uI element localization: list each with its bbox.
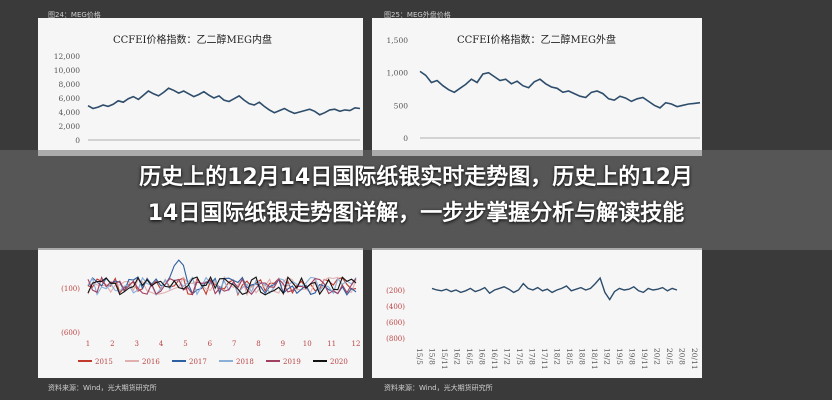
- x-tick-label: 16/2: [453, 348, 462, 365]
- series-line: [87, 275, 357, 296]
- x-tick-label: 19/11: [640, 348, 649, 370]
- x-tick-label: 8: [256, 340, 260, 348]
- x-tick-label: 6: [208, 340, 213, 348]
- legend-label: 2017: [189, 358, 207, 366]
- y-tick-label: 10,000: [54, 66, 80, 75]
- x-tick-label: 15/11: [440, 348, 449, 370]
- x-tick-label: 3: [134, 340, 138, 348]
- chart-panel-seasonal: (100) (600) 1 2 3 4 5 6 7 8 9 10 11 12 2015 2016 2017 2…: [38, 248, 363, 378]
- x-tick-label: 19/5: [615, 348, 624, 365]
- x-tick-label: 17/11: [540, 348, 549, 370]
- x-tick-label: 18/11: [590, 348, 599, 370]
- y-tick-label: 2,000: [59, 122, 81, 131]
- chart-title: CCFEI价格指数：乙二醇MEG内盘: [113, 33, 272, 46]
- x-tick-label: 18/8: [578, 348, 587, 365]
- x-tick-label: 20/11: [690, 348, 699, 370]
- y-tick-label: 0: [75, 136, 80, 145]
- chart-seasonal-svg: (100)(600) 1 2 3 4 5 6 7 8 9 10 11 12 2015 2016 2017 2…: [61, 259, 361, 366]
- chart-meg-external-svg: CCFEI价格指数：乙二醇MEG外盘 1,500 1,000 500 0: [387, 33, 701, 143]
- chart-spread-svg: (200)(400)(600)(800) 15/5 15/8 15/11 16/2 16…: [386, 276, 699, 370]
- x-tick-label: 7: [232, 340, 236, 348]
- chart-panel-meg-domestic: CCFEI价格指数：乙二醇MEG内盘 12,000 10,000 8,000 6,00…: [38, 18, 363, 156]
- headline-line-2: 14日国际纸银走势图详解，一步步掌握分析与解读技能: [147, 201, 685, 226]
- y-tick-label: 8,000: [59, 80, 81, 89]
- series-line-meg-external: [419, 70, 701, 109]
- x-tick-label: 18/5: [565, 348, 574, 365]
- y-tick-label: 1,500: [387, 36, 409, 45]
- x-tick-label: 12: [352, 340, 361, 348]
- x-tick-label: 17/2: [503, 348, 512, 365]
- x-tick-label: 10: [303, 340, 312, 348]
- legend-label: 2016: [142, 358, 160, 366]
- x-tick-label: 5: [183, 340, 187, 348]
- y-tick-label: 12,000: [54, 52, 80, 61]
- chart-title: CCFEI价格指数：乙二醇MEG外盘: [457, 33, 616, 46]
- x-tick-label: 4: [159, 340, 164, 348]
- y-tick-label: 0: [403, 134, 408, 143]
- headline-line-1: 历史上的12月14日国际纸银实时走势图，历史上的12月: [139, 165, 693, 190]
- legend-label: 2020: [330, 358, 348, 366]
- source-left: 资料来源：Wind，光大期货研究所: [48, 384, 157, 392]
- x-tick-label: 1: [86, 340, 90, 348]
- chart-panel-spread: (200) (400) (600) (800) 15/5 15/8 15/11 16/2 16…: [372, 248, 702, 378]
- headline: 历史上的12月14日国际纸银实时走势图，历史上的12月 14日国际纸银走势图详解…: [0, 160, 832, 232]
- x-tick-label: 15/5: [415, 348, 424, 365]
- series-line: [87, 276, 357, 296]
- caption-fig24: 图24：MEG价格: [48, 11, 101, 19]
- x-tick-label: 20/5: [665, 348, 674, 365]
- y-tick-label: (600): [386, 319, 405, 327]
- y-tick-label: 6,000: [59, 94, 81, 103]
- legend-label: 2018: [236, 358, 254, 366]
- y-tick-label: 1,000: [387, 69, 409, 78]
- x-tick-label: 19/2: [603, 348, 612, 365]
- y-tick-label: (600): [61, 329, 80, 337]
- x-tick-label: 17/8: [528, 348, 537, 365]
- chart-panel-meg-external: CCFEI价格指数：乙二醇MEG外盘 1,500 1,000 500 0: [372, 18, 702, 156]
- x-tick-label: 20/8: [678, 348, 687, 365]
- x-tick-label: 9: [281, 340, 285, 348]
- caption-fig25: 图25：MEG外盘价格: [384, 11, 451, 19]
- y-tick-label: 500: [394, 101, 409, 110]
- series-line-meg-domestic: [87, 87, 361, 116]
- x-tick-label: 16/11: [490, 348, 499, 370]
- legend-label: 2019: [283, 358, 301, 366]
- x-tick-label: 18/2: [553, 348, 562, 365]
- y-tick-label: (100): [61, 285, 80, 293]
- source-right: 资料来源：Wind，光大期货研究所: [384, 384, 493, 392]
- y-tick-label: (800): [386, 335, 405, 343]
- x-tick-label: 2: [110, 340, 114, 348]
- y-tick-label: (400): [386, 303, 405, 311]
- x-tick-label: 16/8: [478, 348, 487, 365]
- chart-meg-domestic-svg: CCFEI价格指数：乙二醇MEG内盘 12,000 10,000 8,000 6,00…: [54, 33, 361, 145]
- series-line-spread: [431, 276, 678, 301]
- x-tick-label: 17/5: [515, 348, 524, 365]
- x-tick-label: 19/8: [628, 348, 637, 365]
- y-tick-label: 4,000: [59, 108, 81, 117]
- x-tick-label: 16/5: [465, 348, 474, 365]
- x-tick-label: 20/2: [653, 348, 662, 365]
- x-tick-label: 15/8: [428, 348, 437, 365]
- legend-label: 2015: [95, 358, 113, 366]
- headline-banner: [0, 150, 832, 250]
- y-tick-label: (200): [386, 287, 405, 295]
- x-tick-label: 11: [327, 340, 336, 348]
